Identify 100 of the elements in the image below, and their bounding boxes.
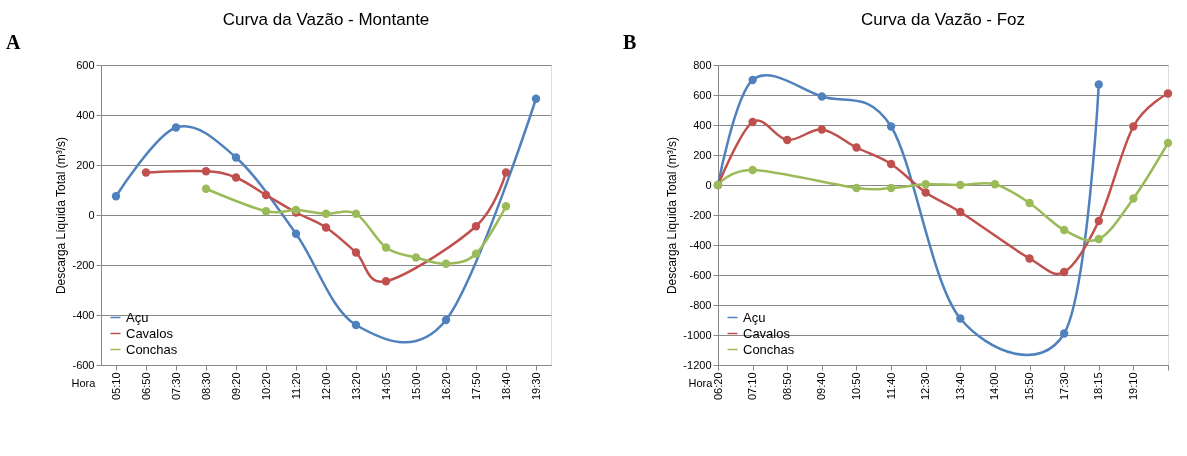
point — [231, 173, 241, 182]
x-tick-label: 17:30 — [1057, 372, 1070, 401]
point — [171, 123, 181, 132]
x-tick-label: 19:30 — [529, 372, 542, 401]
chart-title: Curva da Vazão - Montante — [222, 10, 430, 29]
x-tick-label: 09:20 — [229, 372, 242, 401]
point — [351, 248, 361, 257]
point — [956, 180, 965, 190]
legend-label: Conchas — [126, 341, 178, 357]
point — [201, 184, 211, 193]
point — [291, 229, 301, 238]
x-tick-label: 10:50 — [849, 372, 862, 401]
point — [1163, 138, 1173, 148]
point — [531, 94, 541, 103]
point — [1059, 267, 1069, 277]
point — [441, 315, 451, 325]
legend-label: Açu — [743, 309, 766, 325]
point — [886, 159, 896, 169]
y-tick-label: 200 — [76, 158, 95, 171]
point — [501, 202, 511, 211]
point — [261, 190, 271, 200]
x-tick-label: 18:15 — [1092, 372, 1105, 401]
point — [748, 75, 757, 85]
x-axis-title: Hora — [71, 376, 97, 389]
x-tick-label: 15:50 — [1023, 372, 1036, 401]
point — [321, 209, 331, 218]
point — [411, 253, 421, 262]
y-axis-title: Descarga Líquida Total (m³/s) — [665, 136, 680, 295]
point — [956, 207, 965, 217]
point — [1025, 198, 1034, 208]
point — [783, 135, 792, 145]
text: B — [623, 31, 637, 53]
point — [471, 222, 481, 231]
x-tick-label: 10:20 — [259, 372, 272, 401]
y-tick-label: 0 — [88, 208, 95, 221]
y-tick-label: -200 — [72, 258, 95, 271]
point — [141, 168, 151, 177]
x-tick-label: 17:50 — [469, 372, 482, 401]
y-axis-title: Descarga Líquida Total (m³/s) — [54, 136, 69, 295]
x-tick-label: 07:30 — [169, 372, 182, 401]
y-tick-label: -600 — [689, 268, 712, 281]
x-tick-label: 12:00 — [319, 372, 332, 401]
x-tick-label: 15:00 — [409, 372, 422, 401]
x-tick-label: 06:20 — [711, 372, 724, 401]
legend-label: Conchas — [743, 341, 795, 357]
x-tick-label: 11:20 — [289, 372, 302, 400]
point — [852, 183, 861, 193]
x-tick-label: 08:50 — [780, 372, 793, 401]
x-tick-label: 07:10 — [746, 372, 759, 401]
point — [748, 117, 757, 127]
point — [817, 125, 827, 134]
point — [1059, 225, 1069, 235]
point — [1129, 194, 1138, 203]
point — [441, 259, 451, 268]
x-tick-label: 13:40 — [953, 372, 966, 401]
x-tick-label: 05:10 — [109, 372, 122, 401]
y-tick-label: 600 — [76, 58, 95, 71]
x-tick-label: 16:20 — [439, 372, 452, 401]
point — [1129, 122, 1138, 131]
text: A — [6, 31, 21, 53]
x-tick-label: 06:50 — [139, 372, 152, 401]
legend-label: Açu — [126, 309, 149, 325]
y-tick-label: 0 — [705, 178, 712, 191]
legend-label: Cavalos — [126, 325, 174, 341]
point — [817, 92, 827, 101]
y-tick-label: -400 — [72, 308, 95, 321]
point — [956, 314, 965, 323]
point — [471, 249, 481, 258]
point — [1094, 216, 1103, 226]
x-tick-label: 14:00 — [988, 372, 1001, 401]
x-tick-label: 13:20 — [349, 372, 362, 401]
legend-label: Cavalos — [743, 325, 791, 341]
x-tick-label: 09:40 — [815, 372, 828, 401]
point — [1163, 89, 1173, 98]
x-tick-label: 18:40 — [499, 372, 512, 401]
point — [886, 122, 896, 131]
point — [921, 188, 930, 197]
point — [501, 168, 511, 177]
y-tick-label: 400 — [76, 108, 95, 121]
x-tick-label: 14:05 — [379, 372, 392, 401]
y-tick-label: -800 — [689, 298, 712, 311]
x-tick-label: 11:40 — [884, 372, 897, 400]
x-tick-label: 08:30 — [199, 372, 212, 401]
y-tick-label: 600 — [693, 88, 712, 101]
point — [852, 143, 861, 152]
y-tick-label: -400 — [689, 238, 712, 251]
point — [1094, 234, 1103, 244]
point — [261, 207, 271, 216]
y-tick-label: 400 — [693, 118, 712, 131]
point — [321, 223, 331, 232]
chart-title: Curva da Vazão - Foz — [860, 10, 1026, 29]
y-tick-label: 200 — [693, 148, 712, 161]
y-tick-label: -200 — [689, 208, 712, 221]
point — [1094, 80, 1103, 89]
point — [748, 165, 757, 175]
point — [351, 320, 361, 330]
point — [201, 167, 211, 176]
point — [111, 192, 121, 201]
point — [886, 183, 896, 193]
point — [921, 180, 930, 189]
